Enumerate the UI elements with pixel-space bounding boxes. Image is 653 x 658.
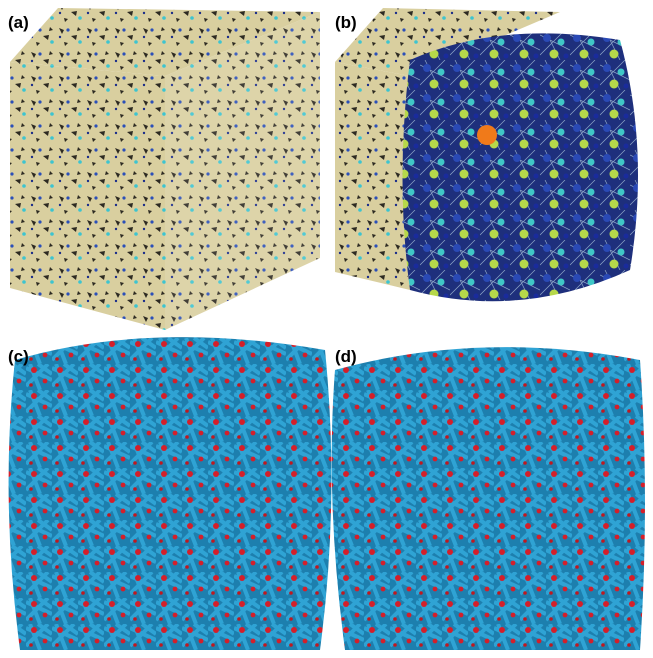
- figure: (a) (b) (c) (d): [0, 0, 653, 658]
- large-sphere: [477, 125, 497, 145]
- panel-label: (b): [335, 13, 357, 32]
- pore-network-d: [332, 347, 645, 650]
- panel-label: (a): [8, 13, 29, 32]
- cube-b: [335, 8, 638, 301]
- cube-left-face: [10, 62, 165, 330]
- cube-a: [10, 8, 320, 330]
- sphere-network: [403, 33, 639, 301]
- panel-label: (c): [8, 347, 29, 366]
- pore-network-c: [9, 337, 332, 650]
- cube-left-face: [335, 62, 410, 290]
- panel-label: (d): [335, 347, 357, 366]
